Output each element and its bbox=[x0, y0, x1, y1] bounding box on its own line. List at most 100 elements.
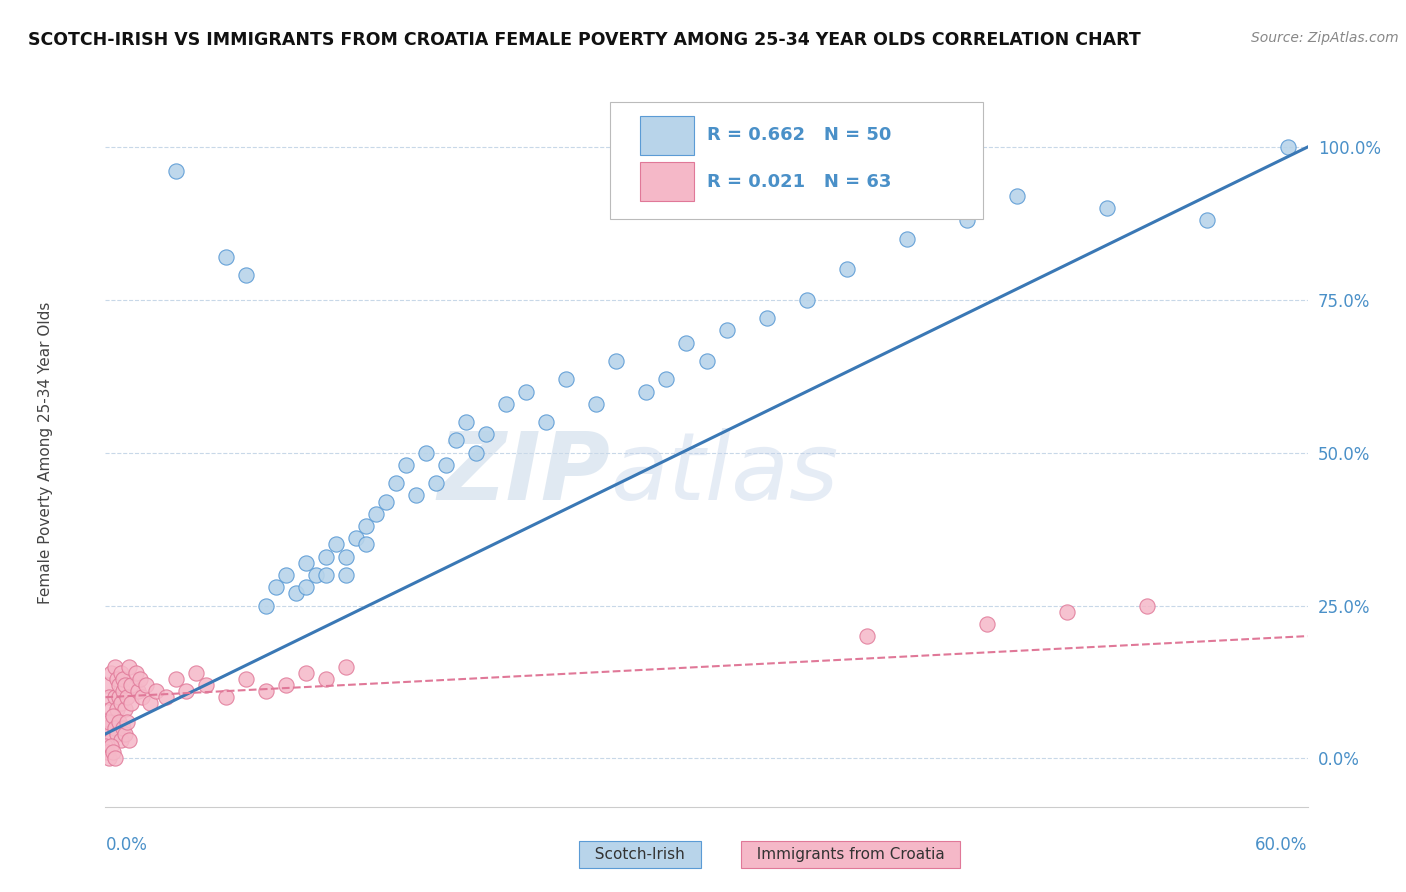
Point bbox=[354, 537, 377, 551]
FancyBboxPatch shape bbox=[610, 102, 983, 219]
Point bbox=[104, 721, 127, 735]
Point bbox=[98, 751, 121, 765]
Point bbox=[131, 690, 153, 705]
Point bbox=[1097, 201, 1119, 215]
Point bbox=[315, 672, 337, 686]
Point bbox=[835, 262, 858, 277]
Point bbox=[335, 659, 357, 673]
Text: R = 0.021   N = 63: R = 0.021 N = 63 bbox=[707, 173, 891, 191]
Text: Immigrants from Croatia: Immigrants from Croatia bbox=[747, 847, 955, 862]
Text: ZIP: ZIP bbox=[437, 428, 610, 520]
Point bbox=[434, 458, 457, 472]
Point bbox=[295, 665, 318, 680]
Point bbox=[103, 714, 125, 729]
Point bbox=[534, 415, 557, 429]
Point bbox=[465, 446, 488, 460]
Point bbox=[114, 678, 136, 692]
Point bbox=[305, 568, 328, 582]
Point bbox=[796, 293, 818, 307]
Point bbox=[94, 721, 117, 735]
Point bbox=[103, 708, 125, 723]
Point bbox=[1056, 605, 1078, 619]
Point bbox=[395, 458, 418, 472]
Point bbox=[184, 665, 207, 680]
Point bbox=[108, 678, 131, 692]
Point bbox=[94, 739, 117, 753]
Point bbox=[896, 232, 918, 246]
Point bbox=[214, 690, 236, 705]
Point bbox=[284, 586, 307, 600]
Point bbox=[135, 678, 157, 692]
Point bbox=[110, 696, 132, 710]
Text: SCOTCH-IRISH VS IMMIGRANTS FROM CROATIA FEMALE POVERTY AMONG 25-34 YEAR OLDS COR: SCOTCH-IRISH VS IMMIGRANTS FROM CROATIA … bbox=[28, 31, 1140, 49]
Point bbox=[103, 745, 125, 759]
Point bbox=[108, 714, 131, 729]
Point bbox=[475, 427, 498, 442]
Text: Female Poverty Among 25-34 Year Olds: Female Poverty Among 25-34 Year Olds bbox=[38, 301, 53, 604]
Point bbox=[1197, 213, 1219, 227]
Point bbox=[405, 488, 427, 502]
Point bbox=[138, 696, 160, 710]
Point bbox=[112, 684, 135, 698]
Point bbox=[1005, 189, 1028, 203]
Point bbox=[174, 684, 197, 698]
Point bbox=[214, 250, 236, 264]
Text: R = 0.662   N = 50: R = 0.662 N = 50 bbox=[707, 126, 891, 144]
Point bbox=[415, 446, 437, 460]
Point bbox=[118, 659, 141, 673]
Point bbox=[121, 696, 143, 710]
Point bbox=[585, 397, 607, 411]
Point bbox=[254, 684, 277, 698]
Point bbox=[555, 372, 578, 386]
Point bbox=[655, 372, 678, 386]
Point bbox=[96, 727, 118, 741]
Point bbox=[755, 311, 778, 326]
Point bbox=[104, 690, 127, 705]
Point bbox=[295, 556, 318, 570]
Point bbox=[117, 714, 139, 729]
Point bbox=[425, 476, 447, 491]
FancyBboxPatch shape bbox=[640, 162, 695, 201]
Text: 0.0%: 0.0% bbox=[105, 836, 148, 854]
Point bbox=[117, 690, 139, 705]
Point bbox=[121, 678, 143, 692]
Point bbox=[96, 745, 118, 759]
Point bbox=[128, 672, 150, 686]
Point bbox=[235, 672, 257, 686]
Point bbox=[315, 568, 337, 582]
Point bbox=[110, 665, 132, 680]
Point bbox=[124, 665, 146, 680]
Point bbox=[1136, 599, 1159, 613]
Point bbox=[364, 507, 387, 521]
Point bbox=[100, 665, 122, 680]
Point bbox=[96, 678, 118, 692]
Text: Source: ZipAtlas.com: Source: ZipAtlas.com bbox=[1251, 31, 1399, 45]
Point bbox=[515, 384, 537, 399]
Point bbox=[716, 323, 738, 337]
Point bbox=[112, 672, 135, 686]
Point bbox=[274, 678, 297, 692]
Point bbox=[454, 415, 477, 429]
Point bbox=[98, 714, 121, 729]
Point bbox=[315, 549, 337, 564]
Point bbox=[100, 739, 122, 753]
FancyBboxPatch shape bbox=[640, 116, 695, 155]
Point bbox=[107, 672, 129, 686]
Point bbox=[335, 549, 357, 564]
Point bbox=[114, 727, 136, 741]
Point bbox=[325, 537, 347, 551]
Point bbox=[605, 354, 627, 368]
Text: 60.0%: 60.0% bbox=[1256, 836, 1308, 854]
Point bbox=[295, 580, 318, 594]
Point bbox=[1277, 140, 1299, 154]
Point bbox=[495, 397, 517, 411]
Point bbox=[636, 384, 658, 399]
Point bbox=[145, 684, 167, 698]
Point bbox=[100, 702, 122, 716]
Point bbox=[165, 164, 187, 178]
Point bbox=[98, 690, 121, 705]
Point bbox=[335, 568, 357, 582]
Point bbox=[107, 727, 129, 741]
Point bbox=[104, 751, 127, 765]
Point bbox=[956, 213, 979, 227]
